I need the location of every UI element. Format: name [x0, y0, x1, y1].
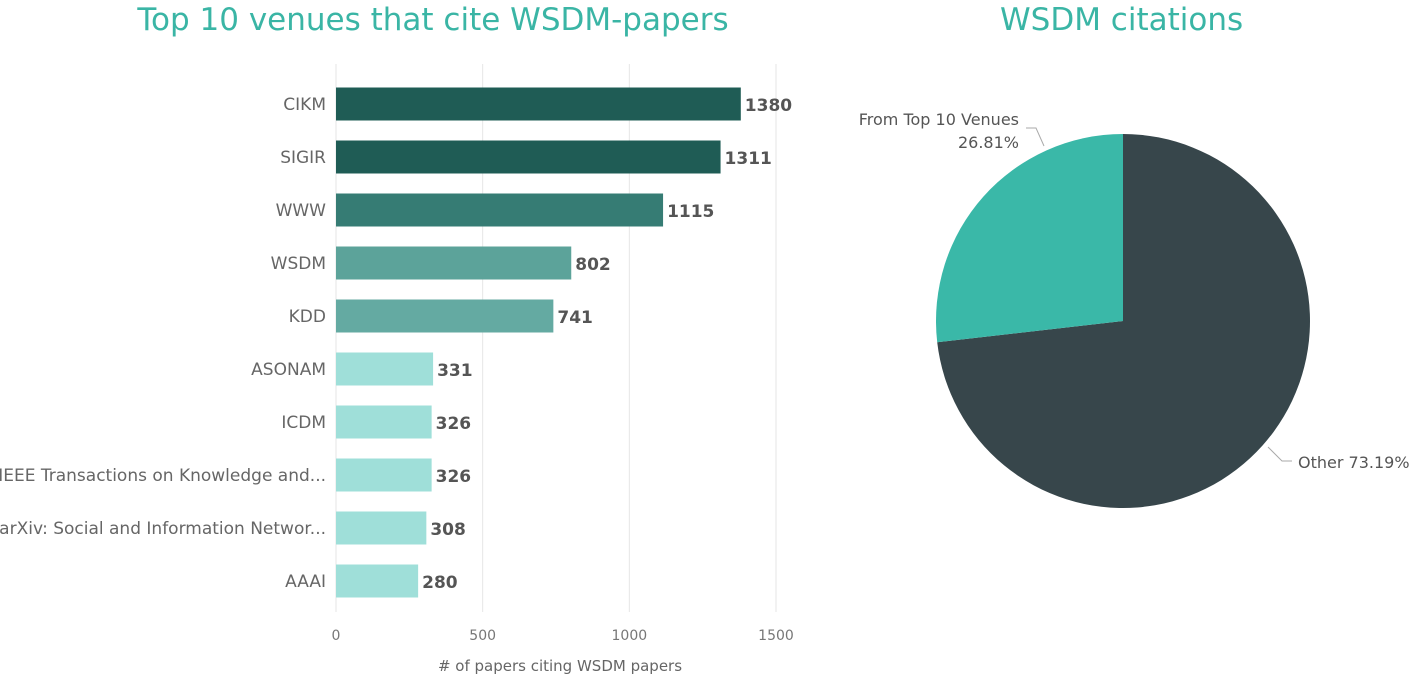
category-label: AAAI — [285, 572, 326, 592]
bar — [336, 511, 427, 545]
value-label: 1311 — [725, 149, 772, 169]
x-tick-label: 0 — [332, 628, 341, 644]
bar — [336, 246, 572, 280]
category-label: ASONAM — [251, 360, 326, 380]
pie-slice — [936, 134, 1123, 343]
bar-chart-title: Top 10 venues that cite WSDM-papers — [137, 2, 729, 38]
leader-line — [1267, 446, 1292, 462]
category-label: IEEE Transactions on Knowledge and... — [0, 466, 326, 486]
bar — [336, 564, 419, 598]
pie-slice — [937, 134, 1310, 508]
category-label: CIKM — [283, 95, 326, 115]
category-label: WSDM — [271, 254, 326, 274]
value-label: 326 — [436, 414, 472, 434]
x-tick-label: 500 — [469, 628, 496, 644]
category-label: ICDM — [281, 413, 326, 433]
x-tick-label: 1000 — [612, 628, 648, 644]
category-label: SIGIR — [280, 148, 326, 168]
pie-label: Other 73.19% — [1298, 453, 1410, 472]
value-label: 1380 — [745, 96, 792, 116]
pie-chart-title: WSDM citations — [1000, 2, 1244, 38]
bar — [336, 405, 432, 439]
category-label: arXiv: Social and Information Networ... — [0, 519, 326, 539]
value-label: 308 — [430, 520, 466, 540]
bar — [336, 87, 741, 121]
category-label: WWW — [276, 201, 327, 221]
value-label: 802 — [575, 255, 611, 275]
value-label: 1115 — [667, 202, 714, 222]
bar — [336, 458, 432, 492]
pie-value-label: 26.81% — [958, 133, 1019, 152]
leader-line — [1026, 127, 1045, 147]
bar — [336, 299, 554, 333]
value-label: 280 — [422, 573, 458, 593]
pie-label: From Top 10 Venues — [859, 110, 1019, 129]
x-axis-label: # of papers citing WSDM papers — [438, 657, 682, 675]
bar — [336, 352, 434, 386]
bar — [336, 193, 664, 227]
bar — [336, 140, 721, 174]
value-label: 331 — [437, 361, 473, 381]
value-label: 326 — [436, 467, 472, 487]
x-tick-label: 1500 — [758, 628, 794, 644]
value-label: 741 — [557, 308, 593, 328]
category-label: KDD — [289, 307, 326, 327]
